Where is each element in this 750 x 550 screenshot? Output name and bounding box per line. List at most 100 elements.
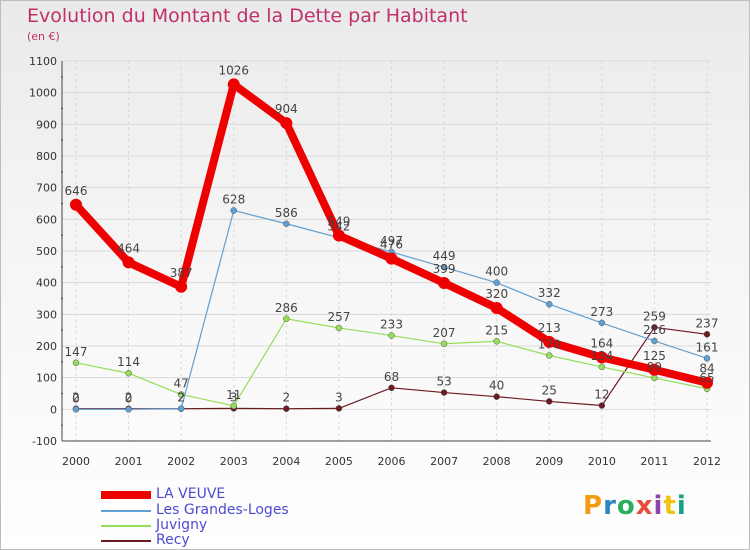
data-point-2 bbox=[440, 340, 448, 348]
legend-label-recy: Recy bbox=[156, 532, 190, 548]
data-label: 0 bbox=[125, 391, 133, 405]
data-label: 0 bbox=[72, 391, 80, 405]
legend-swatch-recy bbox=[101, 540, 151, 542]
y-tick-label: 1000 bbox=[29, 87, 57, 100]
legend-swatch-juvigny bbox=[101, 525, 151, 527]
x-tick-label: 2008 bbox=[483, 455, 511, 468]
data-label: 286 bbox=[275, 301, 298, 315]
data-point-3 bbox=[283, 405, 290, 412]
data-point-0 bbox=[122, 256, 135, 269]
data-point-0 bbox=[648, 363, 661, 376]
x-tick-label: 2006 bbox=[378, 455, 406, 468]
data-label: 2 bbox=[72, 391, 80, 405]
data-label: 25 bbox=[542, 383, 557, 397]
x-tick-label: 2007 bbox=[430, 455, 458, 468]
data-point-2 bbox=[72, 359, 80, 367]
x-tick-label: 2009 bbox=[535, 455, 563, 468]
data-point-2 bbox=[177, 391, 185, 398]
data-point-2 bbox=[125, 369, 132, 377]
data-label: 3 bbox=[335, 390, 343, 404]
y-tick-label: 100 bbox=[36, 372, 57, 385]
data-label: 11 bbox=[226, 388, 241, 402]
data-label: 164 bbox=[590, 336, 613, 350]
data-label: 497 bbox=[380, 234, 403, 248]
logo-letter: i bbox=[653, 491, 664, 521]
data-label: 12 bbox=[594, 388, 609, 402]
data-label: 464 bbox=[117, 241, 140, 255]
data-point-2 bbox=[230, 402, 237, 410]
data-point-3 bbox=[651, 324, 658, 331]
data-label: 549 bbox=[327, 214, 350, 228]
data-label: 99 bbox=[647, 360, 662, 374]
data-label: 387 bbox=[170, 266, 193, 280]
data-label: 259 bbox=[643, 309, 666, 323]
data-label: 332 bbox=[538, 286, 561, 300]
x-tick-label: 2004 bbox=[272, 455, 300, 468]
logo-letter: r bbox=[603, 491, 617, 521]
y-tick-label: 600 bbox=[36, 213, 57, 226]
data-point-0 bbox=[490, 302, 503, 314]
data-label: 3 bbox=[230, 390, 238, 404]
y-tick-label: 0 bbox=[50, 403, 57, 416]
data-point-0 bbox=[595, 351, 608, 364]
data-label: 586 bbox=[275, 206, 298, 220]
y-tick-label: 1100 bbox=[29, 55, 57, 68]
data-label: 2 bbox=[177, 391, 185, 405]
data-point-3 bbox=[703, 331, 711, 338]
data-point-0 bbox=[227, 78, 240, 91]
data-label: 400 bbox=[485, 265, 508, 279]
data-point-0 bbox=[280, 117, 293, 130]
data-label: 628 bbox=[222, 192, 245, 206]
data-point-0 bbox=[438, 276, 451, 289]
data-label: 399 bbox=[433, 262, 456, 276]
x-tick-label: 2012 bbox=[693, 455, 721, 468]
data-label: 476 bbox=[380, 238, 403, 252]
data-point-2 bbox=[651, 374, 658, 382]
x-tick-label: 2005 bbox=[325, 455, 353, 468]
data-label: 1026 bbox=[218, 63, 249, 77]
data-point-3 bbox=[440, 389, 448, 396]
x-tick-label: 2003 bbox=[220, 455, 248, 468]
data-label: 2 bbox=[125, 391, 133, 405]
legend-label-la-veuve: LA VEUVE bbox=[156, 486, 226, 502]
data-label: 904 bbox=[275, 102, 298, 116]
data-point-1 bbox=[703, 355, 711, 362]
x-tick-label: 2011 bbox=[640, 455, 668, 468]
x-tick-label: 2001 bbox=[115, 455, 143, 468]
data-label: 216 bbox=[643, 323, 666, 337]
x-tick-label: 2002 bbox=[167, 455, 195, 468]
data-label: 2 bbox=[177, 391, 185, 405]
data-label: 213 bbox=[538, 321, 561, 335]
data-point-2 bbox=[283, 315, 290, 323]
data-point-0 bbox=[385, 252, 398, 265]
data-point-1 bbox=[598, 319, 606, 327]
data-point-1 bbox=[546, 300, 553, 308]
data-point-1 bbox=[230, 207, 237, 214]
data-label: 257 bbox=[327, 310, 350, 324]
data-label: 65 bbox=[699, 371, 714, 385]
legend-swatch-les-grandes-loges bbox=[101, 510, 151, 512]
logo-letter: t bbox=[663, 491, 677, 521]
data-label: 542 bbox=[327, 220, 350, 234]
data-point-0 bbox=[332, 229, 345, 242]
data-point-1 bbox=[651, 337, 658, 345]
data-point-0 bbox=[701, 376, 713, 389]
data-label: 170 bbox=[538, 338, 561, 352]
proxiti-logo: Proxiti bbox=[583, 491, 687, 521]
data-point-1 bbox=[283, 220, 290, 228]
data-label: 2 bbox=[283, 391, 291, 405]
y-tick-label: 700 bbox=[36, 182, 57, 195]
y-tick-label: 400 bbox=[36, 277, 57, 290]
data-point-3 bbox=[546, 398, 553, 405]
data-label: 320 bbox=[485, 287, 508, 301]
data-label: 273 bbox=[590, 305, 613, 319]
x-tick-label: 2000 bbox=[62, 455, 90, 468]
data-point-2 bbox=[388, 332, 395, 339]
data-point-3 bbox=[388, 384, 395, 392]
y-tick-label: 800 bbox=[36, 150, 57, 163]
data-label: 207 bbox=[433, 326, 456, 340]
data-label: 40 bbox=[489, 379, 504, 393]
data-label: 134 bbox=[590, 349, 613, 363]
data-point-2 bbox=[546, 352, 553, 359]
